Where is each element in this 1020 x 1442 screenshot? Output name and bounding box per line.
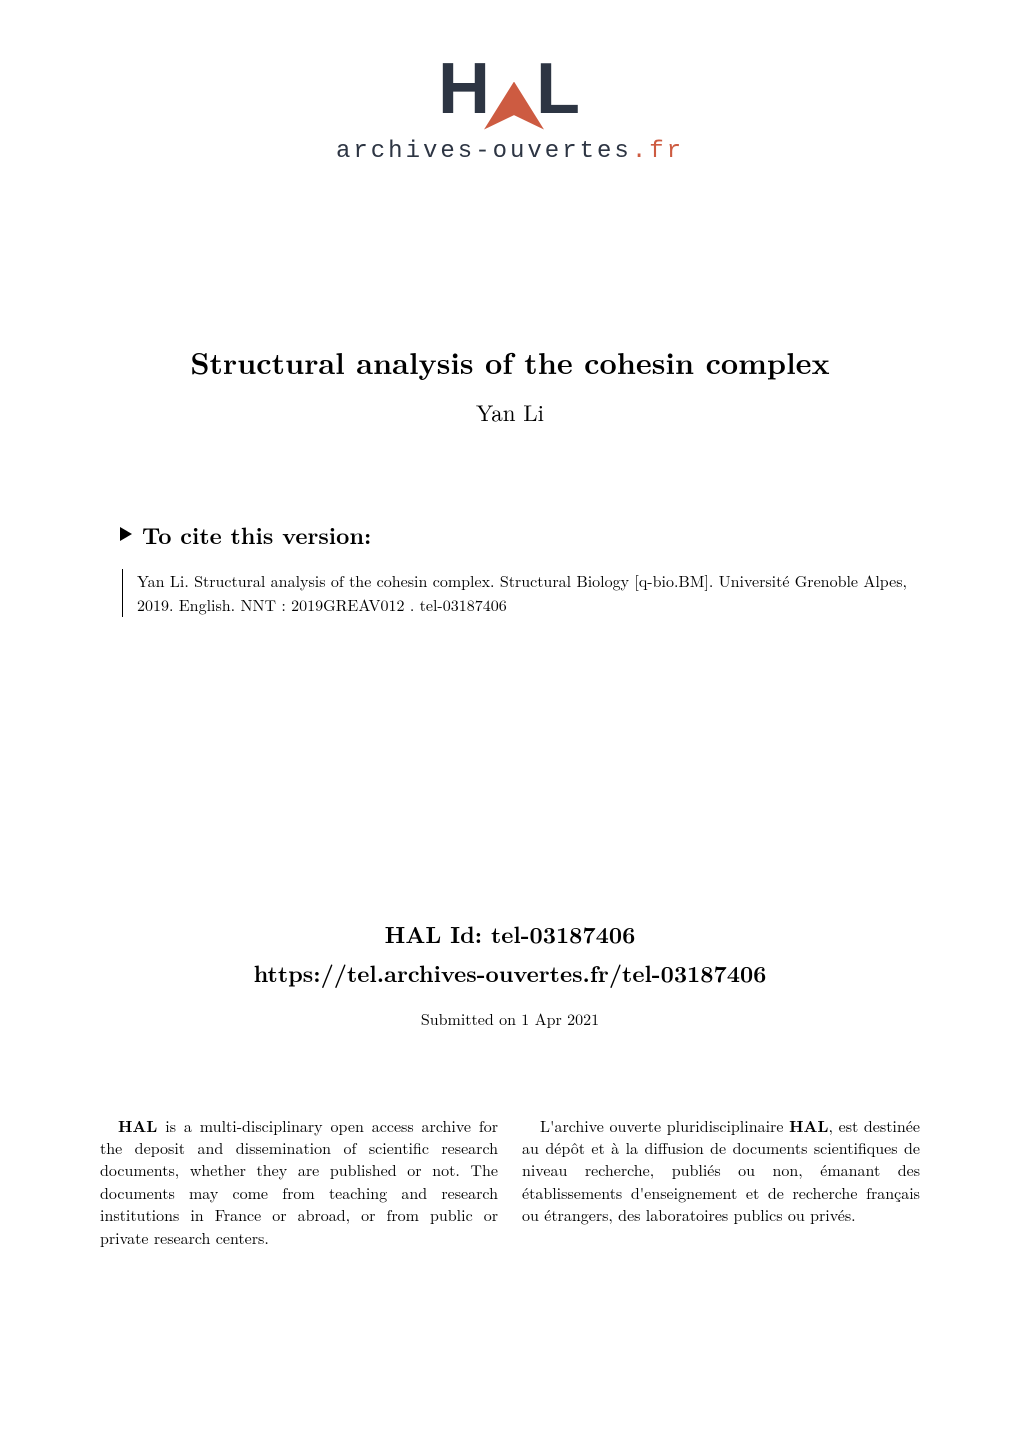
hal-subtitle-main: archives-ouvertes (336, 138, 632, 165)
hal-id: HAL Id: tel-03187406 (0, 917, 1020, 950)
cite-title: To cite this version: (142, 518, 371, 551)
abstract-left-text: HAL is a multi-disciplinary open access … (100, 1115, 498, 1249)
submitted-date: Submitted on 1 Apr 2021 (0, 1007, 1020, 1030)
abstract-left-column: HAL is a multi-disciplinary open access … (100, 1115, 498, 1249)
hal-logo-container: HL archives-ouvertes.fr (0, 0, 1020, 165)
hal-logo: HL archives-ouvertes.fr (336, 48, 684, 165)
abstract-right-column: L'archive ouverte pluridisciplinaire HAL… (522, 1115, 920, 1249)
cite-section: To cite this version: Yan Li. Structural… (120, 518, 920, 617)
hal-logo-wordmark: HL (336, 48, 684, 134)
abstract-right-bold: HAL (789, 1114, 828, 1137)
cite-body: Yan Li. Structural analysis of the cohes… (122, 569, 920, 617)
abstract-left-body: is a multi-disciplinary open access arch… (100, 1114, 498, 1249)
hal-id-section: HAL Id: tel-03187406 https://tel.archive… (0, 917, 1020, 1030)
abstract-right-body-1: L'archive ouverte pluridisciplinaire (540, 1114, 789, 1137)
paper-author: Yan Li (0, 395, 1020, 428)
paper-title: Structural analysis of the cohesin compl… (0, 340, 1020, 383)
hal-url: https://tel.archives-ouvertes.fr/tel-031… (0, 956, 1020, 989)
abstract-section: HAL is a multi-disciplinary open access … (100, 1115, 920, 1249)
abstract-right-text: L'archive ouverte pluridisciplinaire HAL… (522, 1115, 920, 1227)
title-section: Structural analysis of the cohesin compl… (0, 340, 1020, 428)
hal-logo-subtitle: archives-ouvertes.fr (336, 138, 684, 165)
abstract-left-bold: HAL (118, 1114, 157, 1137)
cite-header: To cite this version: (120, 518, 920, 551)
hal-logo-letter-l: L (536, 49, 582, 129)
triangle-icon (120, 527, 132, 541)
hal-logo-letter-h: H (438, 49, 492, 129)
hal-logo-a-mark (484, 82, 544, 130)
hal-subtitle-accent: .fr (632, 138, 684, 165)
